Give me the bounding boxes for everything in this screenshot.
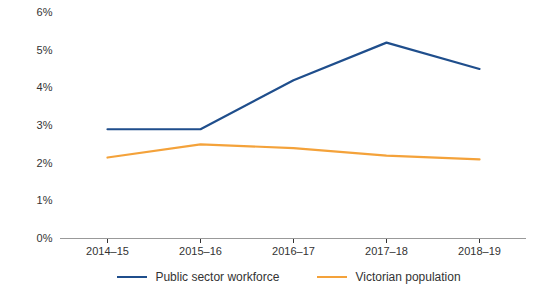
svg-text:3%: 3% — [37, 119, 53, 131]
svg-text:2014–15: 2014–15 — [86, 245, 129, 257]
svg-text:2016–17: 2016–17 — [272, 245, 315, 257]
svg-text:0%: 0% — [37, 232, 53, 244]
svg-text:1%: 1% — [37, 194, 53, 206]
svg-text:6%: 6% — [37, 6, 53, 18]
svg-text:2018–19: 2018–19 — [458, 245, 501, 257]
html-text:Public sector workforce: Public sector workforce — [155, 270, 280, 284]
svg-text:2017–18: 2017–18 — [365, 245, 408, 257]
svg-text:4%: 4% — [37, 81, 53, 93]
svg-text:5%: 5% — [37, 44, 53, 56]
svg-text:2015–16: 2015–16 — [179, 245, 222, 257]
svg-text:2%: 2% — [37, 157, 53, 169]
html-text:Victorian population: Victorian population — [355, 270, 461, 284]
